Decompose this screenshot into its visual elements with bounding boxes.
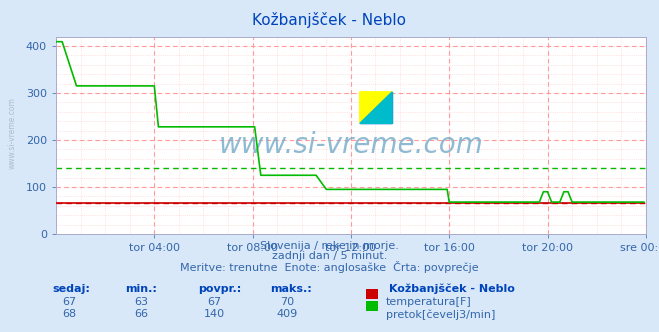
- Text: povpr.:: povpr.:: [198, 284, 241, 294]
- Text: 68: 68: [62, 309, 76, 319]
- Text: Kožbanjšček - Neblo: Kožbanjšček - Neblo: [252, 12, 407, 28]
- Text: maks.:: maks.:: [270, 284, 312, 294]
- Text: temperatura[F]: temperatura[F]: [386, 297, 471, 307]
- Text: 67: 67: [62, 297, 76, 307]
- Text: sedaj:: sedaj:: [53, 284, 90, 294]
- Text: zadnji dan / 5 minut.: zadnji dan / 5 minut.: [272, 251, 387, 261]
- Polygon shape: [360, 92, 392, 124]
- Text: Slovenija / reke in morje.: Slovenija / reke in morje.: [260, 241, 399, 251]
- Text: www.si-vreme.com: www.si-vreme.com: [8, 97, 17, 169]
- Text: www.si-vreme.com: www.si-vreme.com: [219, 131, 483, 159]
- Text: Meritve: trenutne  Enote: anglosaške  Črta: povprečje: Meritve: trenutne Enote: anglosaške Črta…: [180, 261, 479, 273]
- Text: 66: 66: [134, 309, 149, 319]
- Text: 63: 63: [134, 297, 149, 307]
- Text: 140: 140: [204, 309, 225, 319]
- Polygon shape: [360, 92, 392, 124]
- Polygon shape: [360, 92, 392, 124]
- Text: 70: 70: [279, 297, 294, 307]
- Text: pretok[čevelj3/min]: pretok[čevelj3/min]: [386, 309, 495, 320]
- Text: Kožbanjšček - Neblo: Kožbanjšček - Neblo: [389, 284, 515, 294]
- Text: 67: 67: [207, 297, 221, 307]
- Text: 409: 409: [276, 309, 297, 319]
- Text: min.:: min.:: [125, 284, 157, 294]
